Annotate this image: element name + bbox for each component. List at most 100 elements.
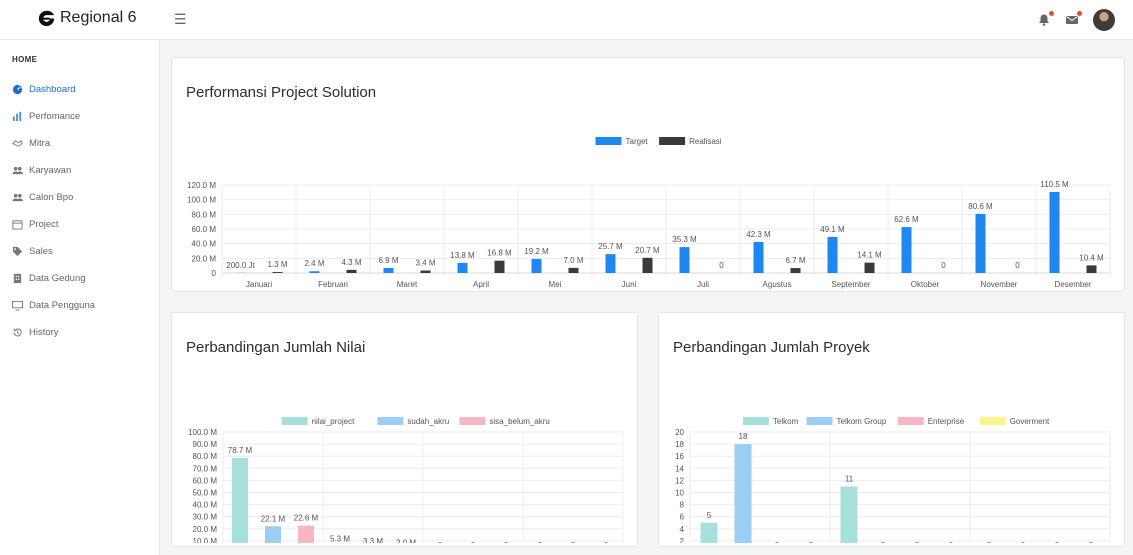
data-label: 78.7 M [228, 446, 253, 455]
y-tick-label: 10 [675, 489, 684, 498]
bar[interactable] [700, 522, 718, 543]
bar[interactable] [1086, 265, 1097, 273]
bar[interactable] [265, 526, 281, 543]
menu-icon[interactable]: ☰ [174, 11, 187, 27]
data-label: 20.7 M [635, 246, 660, 255]
brand[interactable]: Regional 6 [38, 9, 137, 27]
y-tick-label: 40.0 M [192, 240, 217, 249]
bar[interactable] [494, 260, 505, 273]
bar[interactable] [531, 258, 542, 273]
legend-label[interactable]: sudah_akru [407, 417, 449, 426]
legend-swatch[interactable] [897, 417, 924, 425]
bar[interactable] [568, 267, 579, 273]
sidebar-item-perfomance[interactable]: Perfomance [0, 103, 160, 130]
data-label: 0 [604, 541, 609, 543]
legend-swatch[interactable] [806, 417, 833, 425]
bar[interactable] [975, 213, 986, 273]
data-label: 110.5 M [1040, 180, 1069, 189]
y-tick-label: 20.0 M [193, 525, 218, 534]
legend-swatch[interactable] [742, 417, 769, 425]
sidebar-item-data-pengguna[interactable]: Data Pengguna [0, 292, 160, 319]
data-label: 200.0 Jt [226, 261, 255, 270]
data-label: 0 [538, 541, 543, 543]
bar[interactable] [457, 262, 468, 273]
legend-label[interactable]: Target [626, 137, 649, 146]
bar[interactable] [346, 269, 357, 273]
sidebar-item-project[interactable]: Project [0, 211, 160, 238]
data-label: 5 [707, 511, 712, 520]
x-tick-label: Juli [697, 280, 709, 289]
bar[interactable] [1049, 191, 1060, 273]
legend-label[interactable]: Telkom [773, 417, 799, 426]
bar[interactable] [864, 262, 875, 273]
bar[interactable] [827, 236, 838, 273]
y-tick-label: 18 [675, 440, 684, 449]
handshake-icon [12, 140, 23, 147]
bar[interactable] [298, 525, 314, 543]
y-tick-label: 60.0 M [192, 225, 217, 234]
y-tick-label: 14 [675, 464, 684, 473]
legend-label[interactable]: Goverment [1010, 417, 1050, 426]
y-tick-label: 2 [680, 537, 685, 543]
mail-icon[interactable] [1065, 11, 1082, 27]
sidebar-item-mitra[interactable]: Mitra [0, 130, 160, 157]
sidebar: HOME Dashboard Perfomance Mitra Karyawan Cal… [0, 40, 160, 555]
top-navbar: Regional 6 ☰ [0, 0, 1133, 40]
sidebar-item-sales[interactable]: Sales [0, 238, 160, 265]
data-label: 1.3 M [267, 260, 287, 269]
legend-label[interactable]: sisa_belum_akru [489, 417, 549, 426]
brand-logo-icon [38, 10, 55, 26]
y-tick-label: 90.0 M [193, 440, 218, 449]
sidebar-item-karyawan[interactable]: Karyawan [0, 157, 160, 184]
bar[interactable] [679, 247, 690, 273]
card-performansi: Performansi Project Solution Target Reali… [171, 57, 1125, 292]
legend-swatch[interactable] [459, 417, 486, 425]
building-icon [13, 273, 22, 284]
data-label: 2.0 M [396, 539, 416, 543]
x-tick-label: September [831, 280, 870, 289]
bar[interactable] [734, 444, 752, 543]
legend-label[interactable]: Realisasi [689, 137, 722, 146]
bar-chart-icon [12, 111, 22, 122]
sidebar-item-data-gedung[interactable]: Data Gedung [0, 265, 160, 292]
x-tick-label: Desember [1055, 280, 1092, 289]
bar[interactable] [753, 241, 764, 273]
data-label: 3.4 M [415, 259, 435, 268]
chart-title: Perbandingan Jumlah Nilai [186, 339, 366, 356]
y-tick-label: 16 [675, 452, 684, 461]
legend-swatch[interactable] [377, 417, 404, 425]
bar[interactable] [605, 254, 616, 273]
bar[interactable] [642, 257, 653, 273]
legend-swatch[interactable] [659, 137, 686, 145]
bar[interactable] [232, 457, 248, 543]
users-icon [12, 166, 23, 175]
y-tick-label: 40.0 M [193, 501, 218, 510]
avatar[interactable] [1093, 9, 1115, 31]
data-label: 6.9 M [378, 256, 398, 265]
legend-swatch[interactable] [595, 137, 622, 145]
legend-swatch[interactable] [979, 417, 1006, 425]
sidebar-item-label: History [29, 327, 59, 338]
legend-label[interactable]: Enterprise [928, 417, 965, 426]
monitor-icon [12, 300, 23, 311]
bar[interactable] [383, 267, 394, 273]
legend-label[interactable]: nilai_project [312, 417, 355, 426]
data-label: 80.6 M [968, 202, 993, 211]
sidebar-item-calon-bpo[interactable]: Calon Bpo [0, 184, 160, 211]
bar[interactable] [790, 268, 801, 273]
bar[interactable] [901, 227, 912, 273]
bar[interactable] [272, 272, 283, 273]
bar[interactable] [420, 270, 431, 273]
bell-icon[interactable] [1037, 11, 1054, 27]
data-label: 0 [881, 541, 886, 543]
data-label: 0 [987, 541, 992, 543]
y-tick-label: 120.0 M [187, 181, 216, 190]
sidebar-item-history[interactable]: History [0, 319, 160, 346]
data-label: 0 [1055, 541, 1060, 543]
y-tick-label: 10.0 M [193, 537, 218, 543]
sidebar-item-dashboard[interactable]: Dashboard [0, 76, 160, 103]
legend-label[interactable]: Telkom Group [837, 417, 887, 426]
bar[interactable] [309, 271, 320, 273]
bar[interactable] [840, 486, 858, 543]
legend-swatch[interactable] [281, 417, 308, 425]
